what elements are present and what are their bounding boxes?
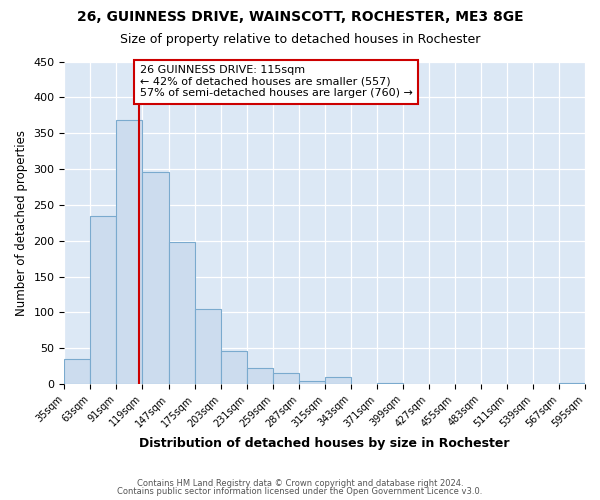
Text: 26, GUINNESS DRIVE, WAINSCOTT, ROCHESTER, ME3 8GE: 26, GUINNESS DRIVE, WAINSCOTT, ROCHESTER… (77, 10, 523, 24)
Bar (299, 381, 325, 384)
Y-axis label: Number of detached properties: Number of detached properties (15, 130, 28, 316)
Bar (247, 368, 272, 384)
Text: Size of property relative to detached houses in Rochester: Size of property relative to detached ho… (120, 32, 480, 46)
Bar (559, 382, 585, 384)
Text: Contains public sector information licensed under the Open Government Licence v3: Contains public sector information licen… (118, 487, 482, 496)
Bar (221, 351, 247, 384)
Text: Contains HM Land Registry data © Crown copyright and database right 2024.: Contains HM Land Registry data © Crown c… (137, 478, 463, 488)
Bar (91, 216, 116, 384)
Bar (116, 120, 142, 384)
Bar (325, 377, 351, 384)
Text: 26 GUINNESS DRIVE: 115sqm
← 42% of detached houses are smaller (557)
57% of semi: 26 GUINNESS DRIVE: 115sqm ← 42% of detac… (140, 65, 413, 98)
Bar (194, 309, 221, 384)
Bar (142, 172, 169, 384)
X-axis label: Distribution of detached houses by size in Rochester: Distribution of detached houses by size … (139, 437, 510, 450)
Bar (272, 374, 299, 384)
Bar (64, 359, 91, 384)
Bar (377, 382, 403, 384)
Bar (169, 242, 194, 384)
